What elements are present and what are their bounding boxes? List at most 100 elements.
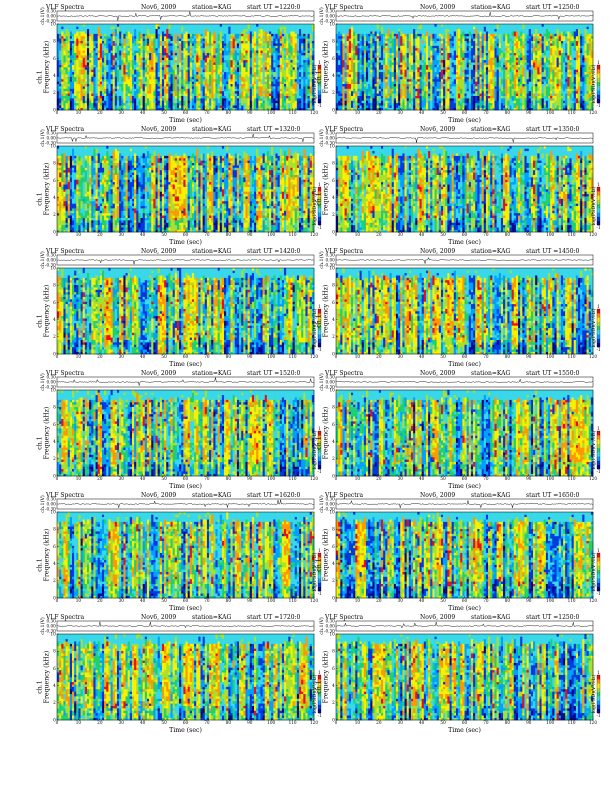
- colorbar-tick-label: -1: [596, 103, 600, 108]
- x-tick-label: 30: [119, 110, 125, 115]
- colorbar-swatch: [597, 94, 600, 99]
- colorbar-swatch: [318, 325, 321, 331]
- x-tick-label: 10: [355, 354, 361, 359]
- colorbar: [317, 308, 322, 348]
- panel-title: VLF Spectra: [45, 248, 85, 255]
- x-tick-label: 90: [247, 720, 253, 725]
- panel-date: Nov6, 2009: [141, 370, 176, 377]
- x-tick-label: 60: [462, 110, 468, 115]
- colorbar-tick-label: 1: [318, 670, 321, 675]
- colorbar: [596, 186, 601, 226]
- colorbar-swatch: [597, 569, 600, 575]
- colorbar-swatch: [597, 203, 600, 209]
- colorbar-label: log(PSD)(V²/Hz): [311, 64, 318, 103]
- y-tick-label: 0: [332, 351, 335, 356]
- x-tick-label: 10: [76, 232, 82, 237]
- channel-label: ch.1: [316, 558, 323, 571]
- y-tick-label: 6: [332, 300, 335, 305]
- y-tick-label: 10: [50, 509, 56, 514]
- x-tick-label: 20: [376, 476, 382, 481]
- y-tick-label: 0: [332, 595, 335, 600]
- x-tick-label: 20: [376, 354, 382, 359]
- colorbar-swatch: [318, 69, 321, 74]
- colorbar-tick-label: -1: [596, 591, 600, 596]
- trace-ylabel: ch.1(V): [318, 617, 325, 635]
- trace-ylabel: ch.1(V): [39, 617, 46, 635]
- y-tick-label: 8: [53, 161, 56, 166]
- colorbar-swatch: [597, 86, 600, 91]
- y-tick-label: 10: [50, 631, 56, 636]
- spectra-panel: VLF Spectra Nov6, 2009 station=KAG start UT…: [316, 370, 601, 490]
- colorbar-swatch: [318, 208, 321, 213]
- trace-line: [335, 500, 594, 508]
- colorbar-swatch: [597, 704, 600, 709]
- colorbar-swatch: [318, 456, 321, 461]
- colorbar-tick-label: 1: [318, 304, 321, 309]
- panel-start-time: start UT =1720:0: [247, 614, 301, 621]
- colorbar-swatch: [318, 203, 321, 209]
- x-tick-label: 100: [546, 110, 554, 115]
- panel-station: station=KAG: [192, 614, 231, 621]
- trace-ylabel: ch.1(V): [318, 373, 325, 391]
- colorbar-swatch: [597, 313, 600, 318]
- y-tick-label: 10: [329, 143, 335, 148]
- y-tick-label: 4: [53, 561, 56, 566]
- trace-tick-label: 0.30: [46, 374, 56, 379]
- colorbar-tick-label: -1: [596, 469, 600, 474]
- spectra-panel: VLF Spectra Nov6, 2009 station=KAG start UT…: [316, 614, 601, 734]
- colorbar-frame: [317, 64, 322, 104]
- x-tick-label: 60: [183, 720, 189, 725]
- panel-station: station=KAG: [192, 248, 231, 255]
- spectra-panel: VLF Spectra Nov6, 2009 station=KAG start UT…: [37, 4, 322, 124]
- trace-tick-label: 0.00: [325, 623, 335, 628]
- channel-label: ch.1: [316, 314, 323, 327]
- x-tick-label: 90: [526, 354, 532, 359]
- x-tick-label: 0: [56, 110, 59, 115]
- trace-line: [56, 259, 315, 265]
- y-tick-label: 8: [53, 283, 56, 288]
- colorbar-tick-label: -1: [596, 347, 600, 352]
- trace-tick-label: 0.30: [46, 8, 56, 13]
- y-tick-label: 4: [332, 683, 335, 688]
- x-tick-label: 60: [183, 354, 189, 359]
- colorbar-swatch: [597, 199, 600, 205]
- spectra-panel: VLF Spectra Nov6, 2009 station=KAG start UT…: [37, 126, 322, 246]
- x-tick-label: 50: [161, 598, 167, 603]
- colorbar-swatch: [597, 65, 600, 70]
- colorbar-label: log(PSD)(V²/Hz): [590, 186, 597, 225]
- trace-line: [335, 378, 594, 383]
- colorbar-swatch: [318, 452, 321, 457]
- y-axis-label: Frequency (kHz): [323, 529, 330, 582]
- colorbar-label: log(PSD)(V²/Hz): [311, 674, 318, 713]
- colorbar-swatch: [318, 582, 321, 587]
- colorbar-swatch: [597, 439, 600, 444]
- x-tick-label: 100: [267, 476, 275, 481]
- y-tick-label: 4: [53, 73, 56, 78]
- spectra-panel: VLF Spectra Nov6, 2009 station=KAG start UT…: [316, 4, 601, 124]
- x-axis-label: Time (sec): [448, 727, 481, 734]
- x-tick-label: 10: [76, 476, 82, 481]
- trace-ylabel: ch.1(V): [39, 129, 46, 147]
- x-tick-label: 80: [226, 476, 232, 481]
- colorbar-swatch: [318, 317, 321, 322]
- x-tick-label: 60: [462, 720, 468, 725]
- colorbar-frame: [317, 674, 322, 714]
- y-tick-label: 8: [332, 527, 335, 532]
- x-tick-label: 90: [247, 110, 253, 115]
- colorbar-tick-label: -1: [596, 713, 600, 718]
- y-tick-label: 2: [53, 334, 56, 339]
- x-tick-label: 50: [161, 720, 167, 725]
- x-axis-label: Time (sec): [169, 483, 202, 490]
- x-tick-label: 10: [355, 232, 361, 237]
- x-tick-label: 90: [526, 232, 532, 237]
- x-tick-label: 120: [589, 598, 597, 603]
- trace-frame: [335, 132, 594, 144]
- x-tick-label: 70: [204, 232, 210, 237]
- x-tick-label: 70: [483, 598, 489, 603]
- spectrogram-cells: [57, 390, 315, 477]
- colorbar-label: log(PSD)(V²/Hz): [311, 430, 318, 469]
- y-tick-label: 10: [329, 631, 335, 636]
- x-tick-label: 120: [310, 598, 318, 603]
- x-tick-label: 110: [289, 476, 297, 481]
